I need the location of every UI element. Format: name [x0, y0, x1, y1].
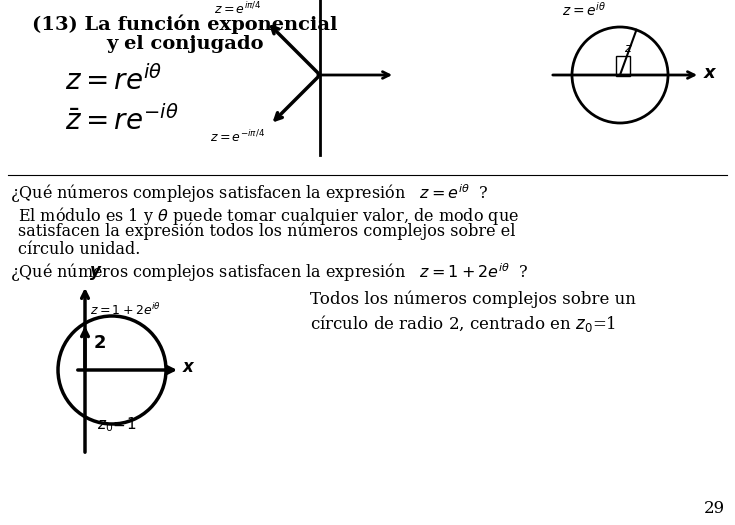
Text: (13) La función exponencial: (13) La función exponencial [32, 15, 338, 35]
Text: $z$: $z$ [624, 43, 633, 56]
Text: $\bar{z} = re^{-i\theta}$: $\bar{z} = re^{-i\theta}$ [65, 105, 179, 135]
Text: ¿Qué números complejos satisfacen la expresión   $z = 1 + 2e^{i\theta}$  ?: ¿Qué números complejos satisfacen la exp… [10, 261, 529, 284]
Text: $\boldsymbol{x}$: $\boldsymbol{x}$ [703, 64, 718, 82]
Text: círculo de radio 2, centrado en $z_0$=1: círculo de radio 2, centrado en $z_0$=1 [310, 313, 616, 334]
Text: El módulo es 1 y $\theta$ puede tomar cualquier valor, de modo que: El módulo es 1 y $\theta$ puede tomar cu… [18, 205, 519, 227]
Text: 29: 29 [704, 500, 725, 517]
Text: y el conjugado: y el conjugado [107, 35, 264, 53]
Text: $\boldsymbol{y}$: $\boldsymbol{y}$ [89, 264, 102, 282]
Text: $z = e^{i\theta}$: $z = e^{i\theta}$ [562, 1, 606, 19]
Text: $\mathbf{2}$: $\mathbf{2}$ [93, 333, 106, 352]
Text: ¿Qué números complejos satisfacen la expresión   $z = e^{i\theta}$  ?: ¿Qué números complejos satisfacen la exp… [10, 182, 489, 205]
Text: satisfacen la expresión todos los números complejos sobre el: satisfacen la expresión todos los número… [18, 223, 515, 240]
Text: Todos los números complejos sobre un: Todos los números complejos sobre un [310, 290, 636, 308]
Text: $z_0\!=\!1$: $z_0\!=\!1$ [97, 415, 137, 434]
Text: $z = e^{i\pi/4}$: $z = e^{i\pi/4}$ [214, 1, 262, 17]
Text: círculo unidad.: círculo unidad. [18, 241, 140, 258]
Text: $\boldsymbol{x}$: $\boldsymbol{x}$ [182, 360, 196, 376]
Text: $z = e^{-i\pi/4}$: $z = e^{-i\pi/4}$ [210, 130, 265, 145]
Text: $z = re^{i\theta}$: $z = re^{i\theta}$ [65, 65, 162, 96]
Text: $z = 1 + 2e^{i\theta}$: $z = 1 + 2e^{i\theta}$ [90, 302, 161, 318]
